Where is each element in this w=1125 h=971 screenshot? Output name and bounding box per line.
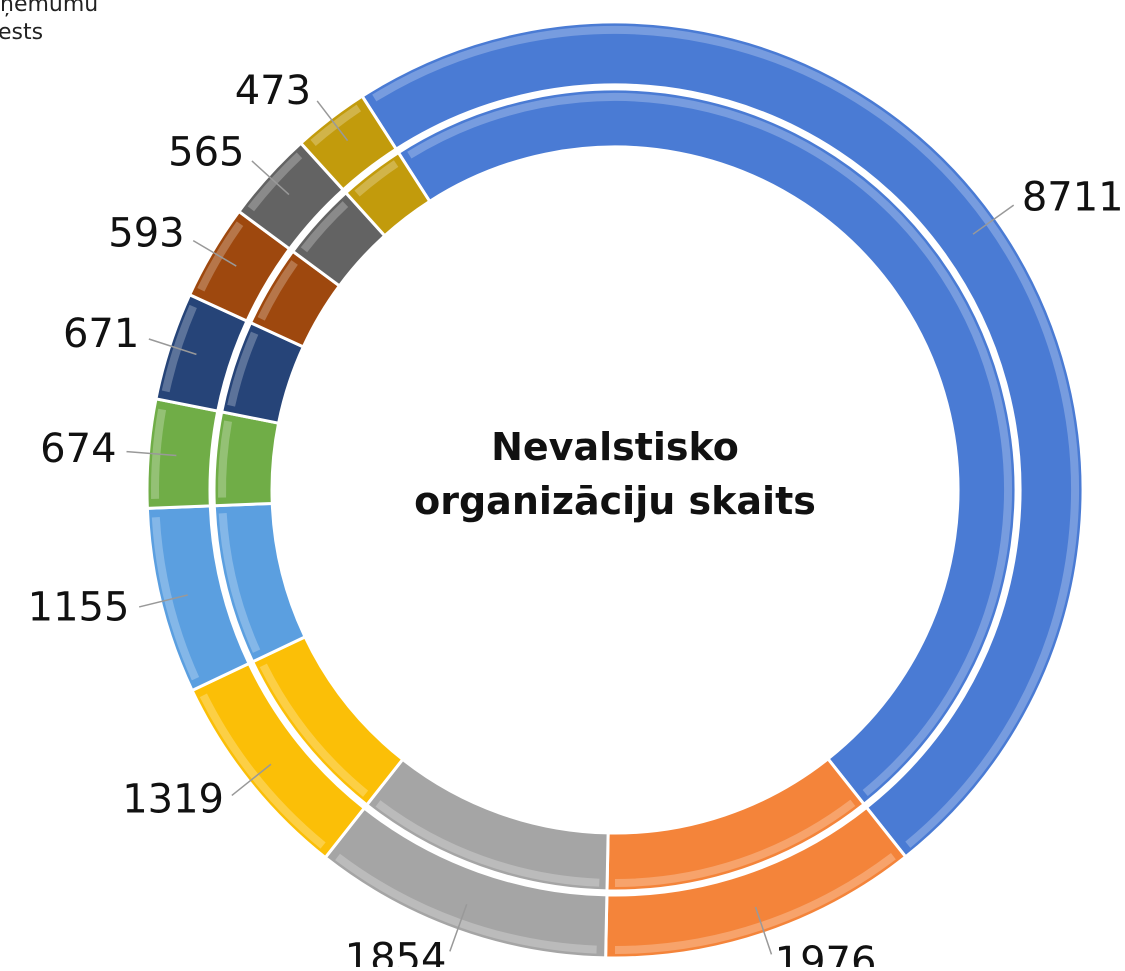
leader-line (251, 160, 290, 196)
segment-bevel (218, 513, 261, 653)
segment-bevel (614, 799, 856, 887)
legend-fragment: ņēmumu (0, 0, 99, 17)
leader-line (148, 338, 197, 356)
segment-bevel (259, 663, 369, 797)
leader-line (449, 904, 468, 952)
segment-bevel (354, 160, 399, 197)
data-label: 593 (108, 211, 184, 257)
segment-bevel (375, 800, 600, 887)
doughnut-segment (298, 94, 399, 192)
data-label: 1976 (775, 939, 877, 967)
data-label: 671 (63, 311, 139, 357)
legend-fragment: ests (0, 20, 44, 45)
leader-line (126, 450, 177, 457)
data-label: 674 (40, 426, 116, 472)
center-title: Nevalstisko organizāciju skaits (414, 425, 816, 523)
leader-line (138, 594, 188, 608)
doughnut-segment (360, 20, 1085, 859)
doughnut-segment (396, 87, 1018, 807)
segment-bevel (300, 201, 349, 253)
doughnut-segment (343, 150, 432, 238)
segment-bevel (227, 331, 259, 407)
segment-bevel (407, 93, 1012, 797)
leader-line (972, 204, 1015, 235)
leader-line (192, 239, 237, 267)
segment-bevel (218, 420, 233, 498)
leader-line (231, 763, 272, 797)
data-label: 473 (235, 68, 311, 114)
data-label: 1319 (122, 777, 224, 823)
data-label: 565 (168, 129, 244, 175)
data-label: 8711 (1022, 174, 1124, 220)
leader-line (754, 906, 773, 955)
segment-bevel (257, 260, 298, 321)
data-label: 1854 (345, 936, 447, 967)
data-label: 1155 (28, 584, 130, 630)
leader-line (316, 100, 349, 142)
